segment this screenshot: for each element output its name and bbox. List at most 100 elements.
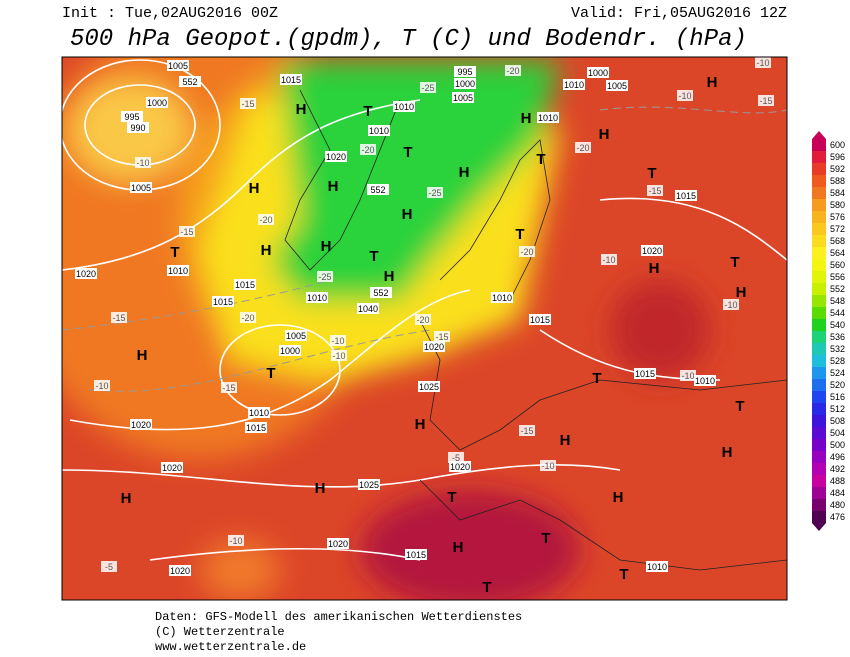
legend-swatch [812, 199, 826, 211]
label-box [519, 246, 535, 257]
legend-swatch [812, 415, 826, 427]
pressure-center: H [249, 180, 260, 197]
pressure-center: H [121, 490, 132, 507]
label-box [367, 184, 389, 195]
isobar-label: 1005 [131, 183, 151, 193]
temperature-label: -10 [331, 336, 344, 346]
pressure-center: H [315, 480, 326, 497]
isobar-label: 1000 [280, 346, 300, 356]
label-box [537, 112, 559, 123]
isobar-label: 1015 [281, 75, 301, 85]
temperature-label: -10 [756, 58, 769, 68]
legend-swatch [812, 427, 826, 439]
isobar-label: 1010 [564, 80, 584, 90]
isobar-label: 1005 [286, 331, 306, 341]
pressure-center: H [137, 347, 148, 364]
pressure-center: T [403, 144, 412, 161]
legend-swatch [812, 175, 826, 187]
label-box [358, 479, 380, 490]
isobar-label: 1005 [607, 81, 627, 91]
label-box [130, 419, 152, 430]
legend-label: 568 [830, 236, 845, 246]
temperature-label: -15 [520, 426, 533, 436]
label-box [418, 381, 440, 392]
temperature-label: -10 [229, 536, 242, 546]
legend-label: 496 [830, 452, 845, 462]
label-box [228, 535, 244, 546]
pressure-center: H [599, 126, 610, 143]
label-box [448, 452, 464, 463]
label-box [179, 76, 201, 87]
label-box [325, 151, 347, 162]
isobar-label: 1010 [168, 266, 188, 276]
label-box [723, 299, 739, 310]
label-box [179, 226, 195, 237]
pressure-center: H [521, 110, 532, 127]
legend-swatch [812, 391, 826, 403]
label-box [331, 350, 347, 361]
label-box [452, 92, 474, 103]
isobar-label: 552 [182, 77, 197, 87]
temperature-label: -10 [678, 91, 691, 101]
label-box [634, 368, 656, 379]
legend-label: 532 [830, 344, 845, 354]
legend-label: 504 [830, 428, 845, 438]
isobar-label: 1020 [162, 463, 182, 473]
temperature-label: -15 [648, 186, 661, 196]
label-box [75, 268, 97, 279]
legend-label: 492 [830, 464, 845, 474]
label-box [167, 60, 189, 71]
isobar-label: 1005 [168, 61, 188, 71]
label-box [420, 82, 436, 93]
map-title: 500 hPa Geopot.(gpdm), T (C) und Bodendr… [70, 26, 747, 53]
legend-swatch [812, 499, 826, 511]
pressure-center: T [515, 226, 524, 243]
legend-cap [812, 523, 826, 531]
legend-swatch [812, 307, 826, 319]
legend-label: 512 [830, 404, 845, 414]
legend-swatch [812, 475, 826, 487]
legend-swatch [812, 331, 826, 343]
legend-label: 484 [830, 488, 845, 498]
legend-label: 488 [830, 476, 845, 486]
isobar-label: 1015 [530, 315, 550, 325]
label-box [258, 214, 274, 225]
legend-swatch [812, 271, 826, 283]
label-box [393, 101, 415, 112]
isobar-label: 1040 [358, 304, 378, 314]
label-box [127, 122, 149, 133]
label-box [130, 182, 152, 193]
isobar-label: 1010 [695, 376, 715, 386]
temperature-label: -25 [318, 272, 331, 282]
pressure-center: H [402, 206, 413, 223]
pressure-center: T [647, 165, 656, 182]
legend-label: 528 [830, 356, 845, 366]
legend-swatch [812, 187, 826, 199]
legend-cap [812, 131, 826, 139]
label-box [357, 303, 379, 314]
legend-label: 572 [830, 224, 845, 234]
legend-swatch [812, 151, 826, 163]
isobar-label: 1005 [453, 93, 473, 103]
isobar-label: 990 [130, 123, 145, 133]
temperature-label: -20 [361, 145, 374, 155]
legend-swatch [812, 379, 826, 391]
isobar-label: 1010 [492, 293, 512, 303]
pressure-center: T [266, 365, 275, 382]
pressure-center: T [447, 489, 456, 506]
temperature-label: -10 [602, 255, 615, 265]
pressure-center: H [321, 238, 332, 255]
map-frame [61, 56, 788, 601]
isobar-label: 1025 [419, 382, 439, 392]
pressure-center: H [328, 178, 339, 195]
legend-swatch [812, 235, 826, 247]
temperature-label: -15 [759, 96, 772, 106]
pressure-center: T [363, 103, 372, 120]
label-box [146, 97, 168, 108]
temperature-label: -10 [724, 300, 737, 310]
temperature-label: -20 [259, 215, 272, 225]
pressure-center: T [369, 248, 378, 265]
legend-swatch [812, 511, 826, 523]
label-box [491, 292, 513, 303]
pressure-center: H [384, 268, 395, 285]
